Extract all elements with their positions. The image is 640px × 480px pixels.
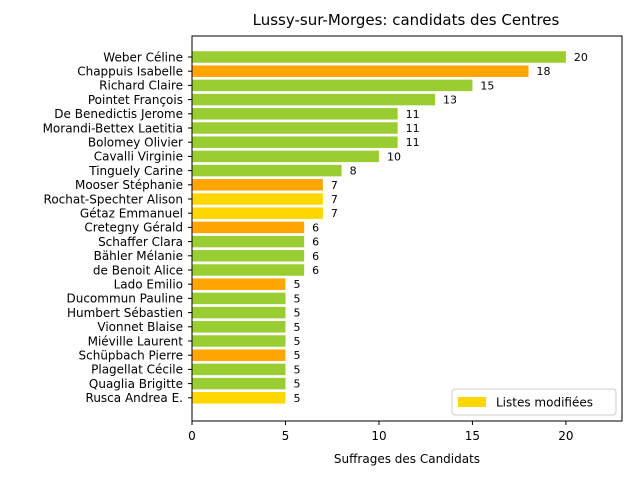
value-label: 5 — [293, 363, 300, 376]
value-label: 5 — [293, 392, 300, 405]
bar — [192, 65, 529, 77]
category-label: Lado Emilio — [114, 278, 183, 292]
value-label: 5 — [293, 378, 300, 391]
legend: Listes modifiées — [451, 388, 617, 416]
bar — [192, 349, 286, 361]
x-tick-label: 5 — [282, 429, 290, 443]
value-label: 15 — [480, 79, 494, 92]
bar — [192, 377, 286, 390]
value-label: 18 — [537, 65, 551, 78]
bar — [192, 221, 305, 234]
category-label: Bolomey Olivier — [88, 136, 183, 150]
chart-title: Lussy-sur-Morges: candidats des Centres — [253, 11, 560, 29]
bar — [192, 93, 436, 106]
value-label: 7 — [331, 193, 338, 206]
bar — [192, 193, 323, 205]
value-label: 6 — [312, 221, 319, 234]
value-label: 20 — [574, 51, 588, 64]
bar — [192, 235, 305, 248]
value-label: 5 — [293, 321, 300, 334]
category-label: Bähler Mélanie — [94, 249, 183, 263]
bar — [192, 136, 398, 148]
x-tick-label: 20 — [558, 429, 573, 443]
value-label: 5 — [293, 292, 300, 305]
bar — [192, 335, 286, 347]
category-label: Rochat-Spechter Alison — [44, 192, 183, 206]
bar — [192, 122, 398, 134]
bar — [192, 264, 305, 276]
bar — [192, 79, 473, 92]
bar — [192, 51, 566, 63]
category-label: Gétaz Emmanuel — [80, 207, 183, 221]
category-label: Humbert Sébastien — [67, 306, 183, 320]
category-label: Plagellat Cécile — [91, 363, 183, 377]
value-label: 5 — [293, 307, 300, 320]
category-label: De Benedictis Jerome — [54, 107, 183, 121]
value-label: 11 — [406, 136, 420, 149]
category-label: de Benoit Alice — [93, 263, 183, 277]
bar — [192, 321, 286, 333]
legend-label: Listes modifiées — [496, 396, 593, 410]
value-label: 11 — [406, 108, 420, 121]
value-label: 13 — [443, 94, 457, 107]
x-tick-label: 10 — [371, 429, 386, 443]
legend-swatch — [458, 397, 486, 407]
bar — [192, 292, 286, 305]
category-label: Richard Claire — [99, 79, 183, 93]
bar — [192, 392, 286, 404]
bar — [192, 250, 305, 262]
x-axis-label: Suffrages des Candidats — [334, 452, 480, 466]
category-label: Rusca Andrea E. — [86, 391, 183, 405]
bar — [192, 363, 286, 376]
value-label: 6 — [312, 250, 319, 263]
category-label: Quaglia Brigitte — [89, 377, 183, 391]
category-label: Morandi-Bettex Laetitia — [43, 121, 183, 135]
category-label: Vionnet Blaise — [97, 320, 183, 334]
bar — [192, 306, 286, 319]
category-label: Ducommun Pauline — [66, 292, 183, 306]
bars-layer — [192, 51, 566, 404]
value-label: 5 — [293, 349, 300, 362]
bar — [192, 108, 398, 120]
value-label: 6 — [312, 236, 319, 249]
category-label: Weber Céline — [103, 50, 183, 64]
axes-frame — [191, 35, 623, 422]
bar — [192, 150, 379, 163]
category-label: Cavalli Virginie — [94, 150, 183, 164]
legend-box — [451, 388, 617, 416]
bar — [192, 164, 342, 177]
x-axis: 0 5 10 15 20 — [188, 421, 574, 443]
value-label: 11 — [406, 122, 420, 135]
category-label: Schüpbach Pierre — [79, 349, 184, 363]
category-label: Schaffer Clara — [98, 235, 183, 249]
bar — [192, 278, 286, 290]
value-label: 5 — [293, 335, 300, 348]
value-label: 5 — [293, 278, 300, 291]
x-tick-label: 0 — [188, 429, 196, 443]
bar — [192, 207, 323, 219]
category-label: Chappuis Isabelle — [77, 65, 183, 79]
value-label: 6 — [312, 264, 319, 277]
category-label: Pointet François — [88, 93, 183, 107]
category-label: Cretegny Gérald — [84, 221, 183, 235]
x-tick-label: 15 — [465, 429, 480, 443]
value-label: 7 — [331, 179, 338, 192]
value-label: 7 — [331, 207, 338, 220]
category-label: Mooser Stéphanie — [75, 178, 183, 192]
bar — [192, 179, 323, 191]
category-label: Miéville Laurent — [88, 334, 184, 348]
category-label: Tinguely Carine — [88, 164, 183, 178]
value-label: 8 — [350, 165, 357, 178]
value-label: 10 — [387, 150, 401, 163]
